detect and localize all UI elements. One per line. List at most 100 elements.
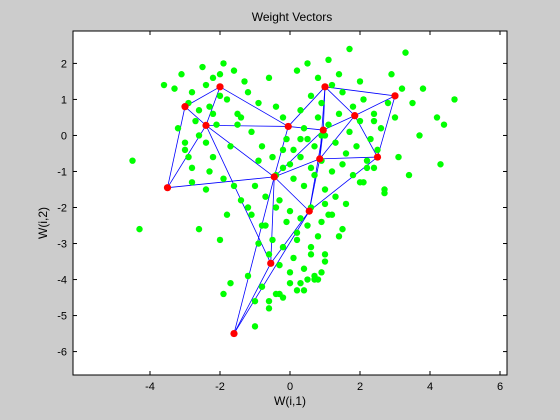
data-point bbox=[202, 81, 210, 89]
data-point bbox=[328, 168, 336, 175]
data-point bbox=[262, 222, 269, 229]
data-point bbox=[181, 146, 189, 154]
weight-edge bbox=[167, 176, 275, 189]
data-point bbox=[276, 290, 283, 298]
data-point bbox=[314, 114, 322, 121]
data-point bbox=[395, 153, 402, 161]
data-point bbox=[370, 110, 378, 118]
chart-title: Weight Vectors bbox=[252, 10, 332, 24]
data-point bbox=[276, 197, 283, 204]
data-point bbox=[265, 74, 273, 82]
data-point bbox=[325, 211, 332, 218]
x-tick-label: 0 bbox=[287, 381, 293, 393]
data-point bbox=[356, 117, 364, 125]
data-point bbox=[251, 297, 259, 305]
data-point bbox=[258, 283, 266, 290]
data-point bbox=[325, 56, 332, 64]
data-point bbox=[209, 74, 217, 82]
data-point bbox=[409, 99, 416, 107]
data-point bbox=[440, 121, 448, 128]
data-point bbox=[171, 85, 178, 92]
data-point bbox=[391, 114, 399, 121]
data-point bbox=[300, 182, 308, 190]
y-tick-label: 2 bbox=[61, 58, 67, 70]
data-point bbox=[216, 92, 224, 100]
data-point bbox=[335, 110, 343, 118]
weight-edge bbox=[233, 263, 272, 334]
data-point bbox=[384, 99, 392, 107]
data-point bbox=[307, 92, 315, 100]
data-point bbox=[181, 139, 189, 146]
y-ticks: 2 1 0 -1 -2 -3 -4 -5 -6 bbox=[57, 58, 507, 359]
data-point bbox=[220, 290, 227, 298]
weight-edge bbox=[219, 86, 289, 127]
data-point bbox=[293, 229, 301, 236]
data-point bbox=[304, 60, 311, 67]
y-tick-label: -3 bbox=[57, 239, 67, 251]
y-axis-label: W(i,2) bbox=[36, 207, 50, 239]
data-point bbox=[311, 276, 318, 283]
data-point bbox=[227, 143, 234, 150]
weight-node bbox=[181, 103, 189, 111]
data-point bbox=[293, 236, 301, 244]
data-points-layer bbox=[129, 45, 458, 330]
data-point bbox=[342, 150, 350, 157]
data-point bbox=[199, 63, 206, 71]
data-point bbox=[251, 182, 259, 190]
y-tick-label: -5 bbox=[57, 311, 67, 323]
data-point bbox=[290, 146, 297, 154]
data-point bbox=[209, 153, 217, 161]
data-point bbox=[304, 135, 311, 143]
weight-edge bbox=[324, 86, 396, 97]
data-point bbox=[339, 89, 346, 96]
data-point bbox=[276, 261, 283, 269]
y-tick-label: 0 bbox=[61, 130, 67, 142]
x-tick-label: -4 bbox=[145, 381, 155, 393]
weight-edge bbox=[319, 156, 378, 160]
data-point bbox=[223, 96, 231, 103]
data-point bbox=[279, 146, 287, 154]
data-point bbox=[251, 323, 259, 330]
data-point bbox=[321, 200, 329, 208]
data-point bbox=[311, 171, 318, 179]
data-point bbox=[223, 211, 231, 218]
weight-edge bbox=[205, 124, 289, 127]
data-point bbox=[293, 287, 301, 294]
data-point bbox=[178, 71, 185, 78]
data-point bbox=[356, 78, 364, 85]
data-point bbox=[244, 272, 252, 280]
weight-nodes-layer bbox=[163, 83, 399, 338]
data-point bbox=[290, 254, 297, 262]
data-point bbox=[272, 103, 280, 110]
data-point bbox=[209, 110, 217, 118]
weight-node bbox=[267, 259, 275, 267]
weight-edge bbox=[205, 125, 275, 178]
data-point bbox=[206, 168, 213, 175]
weight-node bbox=[270, 173, 278, 181]
data-point bbox=[349, 103, 357, 110]
data-point bbox=[160, 81, 168, 89]
data-point bbox=[321, 258, 329, 265]
data-point bbox=[195, 132, 203, 139]
data-point bbox=[297, 279, 304, 287]
data-point bbox=[304, 276, 311, 283]
x-axis-label: W(i,1) bbox=[274, 394, 306, 408]
data-point bbox=[230, 67, 238, 74]
weight-node bbox=[319, 126, 327, 134]
weight-node bbox=[216, 83, 224, 91]
weight-node bbox=[316, 155, 324, 163]
weight-edge bbox=[308, 158, 321, 212]
data-point bbox=[321, 251, 329, 258]
data-point bbox=[279, 243, 287, 251]
data-point bbox=[325, 121, 332, 128]
y-tick-label: -1 bbox=[57, 166, 67, 178]
data-point bbox=[286, 207, 294, 215]
data-point bbox=[318, 269, 325, 276]
data-point bbox=[374, 146, 381, 154]
data-point bbox=[297, 215, 304, 222]
data-point bbox=[300, 287, 308, 294]
data-point bbox=[255, 157, 262, 164]
data-point bbox=[244, 89, 252, 96]
data-point bbox=[339, 161, 346, 168]
data-point bbox=[437, 161, 444, 168]
